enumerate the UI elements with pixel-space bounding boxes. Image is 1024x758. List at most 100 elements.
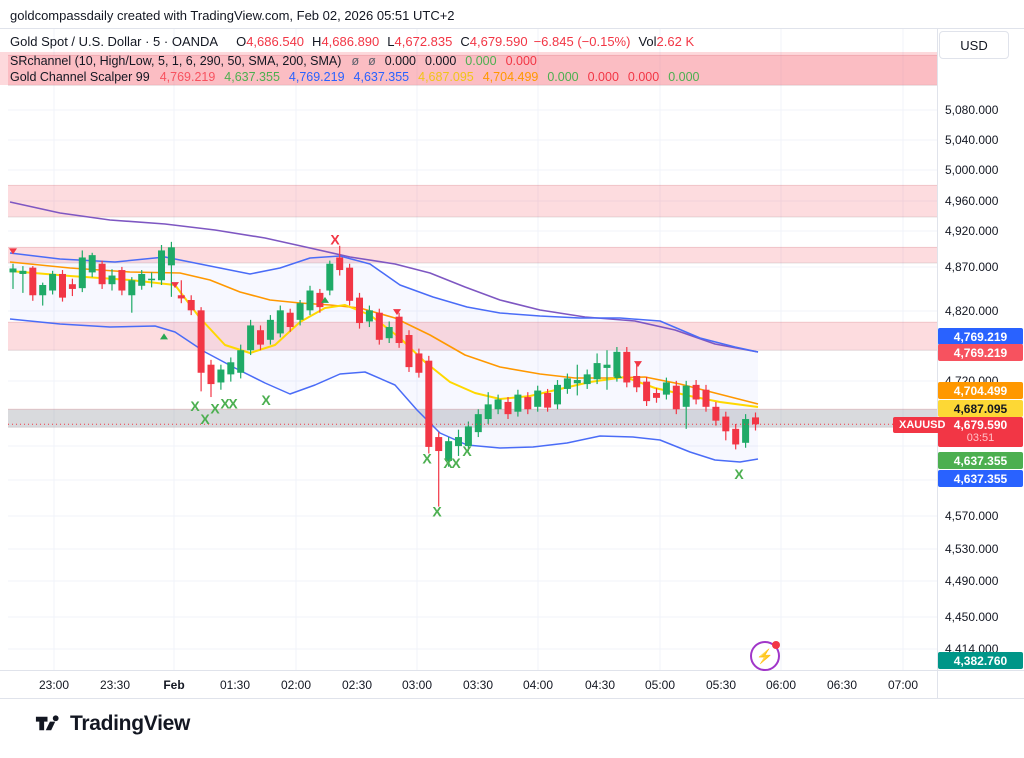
indicator-value: 0.000: [505, 54, 537, 68]
price-level-badge: 4,769.219: [938, 344, 1023, 361]
time-axis-label: 07:00: [887, 678, 919, 692]
candle-body: [692, 384, 700, 400]
bar-countdown: 03:51: [966, 432, 995, 444]
x-marker-green-icon: X: [432, 503, 442, 519]
indicator-value: 4,704.499: [482, 70, 539, 84]
time-axis-label: 05:30: [705, 678, 737, 692]
candle-body: [247, 325, 255, 351]
candle-body: [316, 292, 324, 308]
channel-upper-violet: [9, 201, 759, 353]
candle-body: [138, 273, 146, 286]
candle-body: [662, 382, 670, 395]
footer-separator: [0, 698, 1024, 699]
candle-body: [197, 310, 205, 373]
band-upper-blue: [9, 252, 759, 353]
time-axis-label: 06:30: [826, 678, 858, 692]
notification-dot: [772, 641, 780, 649]
sr-zone-top: [8, 55, 937, 86]
indicator-value: 0.000: [547, 70, 579, 84]
candle-body: [613, 351, 621, 377]
indicator-value: 4,637.355: [353, 70, 410, 84]
candle-body: [415, 353, 423, 373]
ohlc-letter: H: [312, 34, 322, 49]
x-marker-green-icon: X: [210, 400, 220, 416]
ohlc-letter: C: [460, 34, 470, 49]
tradingview-logo[interactable]: TradingView: [34, 710, 190, 737]
indicator-value: 4,687.095: [418, 70, 474, 84]
x-marker-green-icon: X: [200, 411, 210, 427]
candle-body: [524, 397, 532, 410]
time-axis-label: 02:00: [280, 678, 312, 692]
candles-layer: [9, 241, 759, 507]
time-axis-label: 05:00: [644, 678, 676, 692]
price-axis-label: 4,490.000: [945, 574, 999, 588]
candle-body: [365, 310, 373, 322]
candle-body: [583, 374, 591, 385]
sell-signal-icon: [393, 309, 401, 316]
x-marker-green-icon: X: [462, 443, 472, 459]
time-axis-label: 03:30: [462, 678, 494, 692]
candle-body: [395, 316, 403, 344]
price-level-badge: 4,704.499: [938, 382, 1023, 399]
candle-body: [9, 268, 17, 273]
legend-symbol-row[interactable]: Gold Spot / U.S. Dollar · 5 · OANDA O4,68…: [10, 34, 694, 49]
indicator-value: 4,769.219: [288, 70, 345, 84]
price-axis-label: 5,080.000: [945, 103, 999, 117]
candle-body: [563, 378, 571, 389]
candle-body: [276, 310, 284, 334]
price-axis-label: 4,450.000: [945, 610, 999, 624]
candle-body: [346, 267, 354, 301]
volume-value: 2.62 K: [656, 34, 695, 49]
currency-usd-button[interactable]: USD: [939, 31, 1009, 59]
candle-body: [108, 275, 116, 285]
indicator-value: ø: [368, 54, 376, 68]
lightning-icon: ⚡: [756, 647, 774, 664]
symbol-price-label: XAUUSD: [893, 417, 952, 433]
price-level-badge: 4,637.355: [938, 452, 1023, 469]
sell-signal-icon: [634, 361, 642, 368]
sr-zone-1: [8, 185, 937, 217]
candle-body: [742, 419, 750, 443]
candle-body: [207, 364, 215, 385]
sell-signal-icon: [171, 282, 179, 289]
volume-label: Vol: [638, 34, 657, 49]
candle-body: [227, 362, 235, 375]
indicator-value: 4,637.355: [224, 70, 280, 84]
axis-separator: [937, 28, 938, 698]
candle-body: [88, 255, 96, 273]
scalper-title: Gold Channel Scalper 99: [10, 70, 150, 84]
x-marker-green-icon: X: [190, 398, 200, 414]
buy-signal-icon: [614, 371, 622, 378]
x-marker-green-icon: X: [220, 395, 230, 411]
candle-body: [375, 312, 383, 340]
indicator-value: 0.000: [465, 54, 497, 68]
candle-body: [544, 392, 552, 408]
tradingview-logo-text: TradingView: [70, 711, 191, 735]
legend-srchannel-row[interactable]: SRchannel (10, High/Low, 5, 1, 6, 290, 5…: [10, 54, 546, 68]
candle-body: [326, 263, 334, 291]
indicator-value: 0.000: [627, 70, 660, 84]
price-level-badge: 4,382.760: [938, 652, 1023, 669]
time-axis-label: 23:30: [99, 678, 131, 692]
indicator-value: 0.000: [384, 54, 416, 68]
legend-scalper-row[interactable]: Gold Channel Scalper 99 4,769.219 4,637.35…: [10, 70, 708, 84]
time-axis-label: 23:00: [38, 678, 70, 692]
change-value: −6.845 (−0.15%): [533, 34, 631, 49]
x-marker-green-icon: X: [443, 455, 453, 471]
candle-body: [484, 404, 492, 420]
scalper-values: 4,769.219 4,637.355 4,769.219 4,637.355 4,68…: [160, 70, 709, 84]
ohlc-value: 4,686.540: [246, 34, 305, 49]
candle-body: [752, 417, 759, 425]
candle-body: [455, 437, 462, 447]
time-axis-label: 03:00: [401, 678, 433, 692]
buy-signal-icon: [160, 333, 168, 340]
price-axis-label: 4,920.000: [945, 224, 999, 238]
candle-body: [167, 247, 175, 266]
candle-body: [29, 267, 37, 296]
chart-watermark: goldcompassdaily created with TradingVie…: [10, 8, 455, 23]
candle-body: [19, 270, 27, 274]
price-axis-label: 4,870.000: [945, 260, 999, 274]
lightning-tool-button[interactable]: ⚡: [750, 641, 780, 671]
indicator-value: 0.000: [425, 54, 457, 68]
